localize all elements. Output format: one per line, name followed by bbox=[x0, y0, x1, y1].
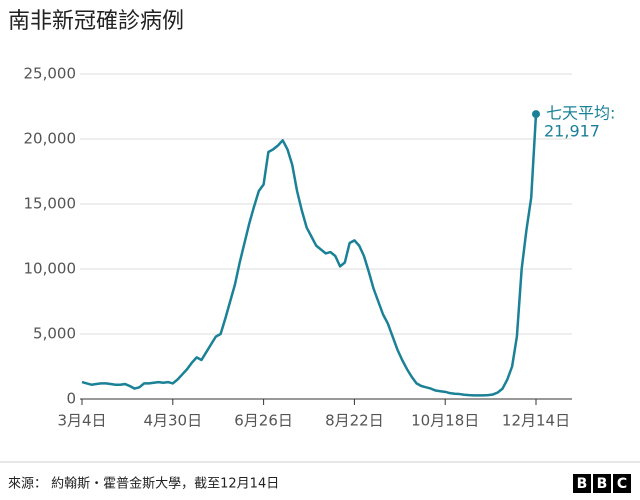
y-tick-label: 0 bbox=[66, 390, 76, 408]
logo-letter: B bbox=[577, 476, 588, 492]
x-tick-label: 6月26日 bbox=[234, 412, 293, 430]
y-tick-label: 20,000 bbox=[24, 130, 77, 148]
logo-box bbox=[593, 474, 611, 493]
x-tick-label: 4月30日 bbox=[143, 412, 202, 430]
y-tick-label: 10,000 bbox=[24, 260, 77, 278]
chart-title: 南非新冠確診病例 bbox=[8, 9, 184, 34]
line bbox=[81, 114, 538, 397]
x-tick-label: 8月22日 bbox=[325, 412, 384, 430]
logo-letter: B bbox=[597, 476, 608, 492]
y-tick-label: 15,000 bbox=[24, 195, 77, 213]
logo-letter: C bbox=[617, 476, 627, 492]
x-tick-label: 10月18日 bbox=[411, 412, 479, 430]
y-tick-label: 5,000 bbox=[33, 325, 76, 343]
point bbox=[532, 110, 540, 119]
logo: B B C bbox=[573, 474, 631, 493]
x-tick-label: 3月4日 bbox=[57, 412, 106, 430]
annotation: 七天平均: bbox=[546, 104, 615, 123]
y-tick-label: 25,000 bbox=[24, 65, 77, 83]
logo-box bbox=[613, 474, 631, 493]
logo-box bbox=[573, 474, 591, 493]
x-tick-label: 12月14日 bbox=[502, 412, 570, 430]
value-label: 21,917 bbox=[544, 122, 600, 141]
source: 來源： 約翰斯・霍普金斯大學，截至12月14日 bbox=[8, 476, 279, 492]
